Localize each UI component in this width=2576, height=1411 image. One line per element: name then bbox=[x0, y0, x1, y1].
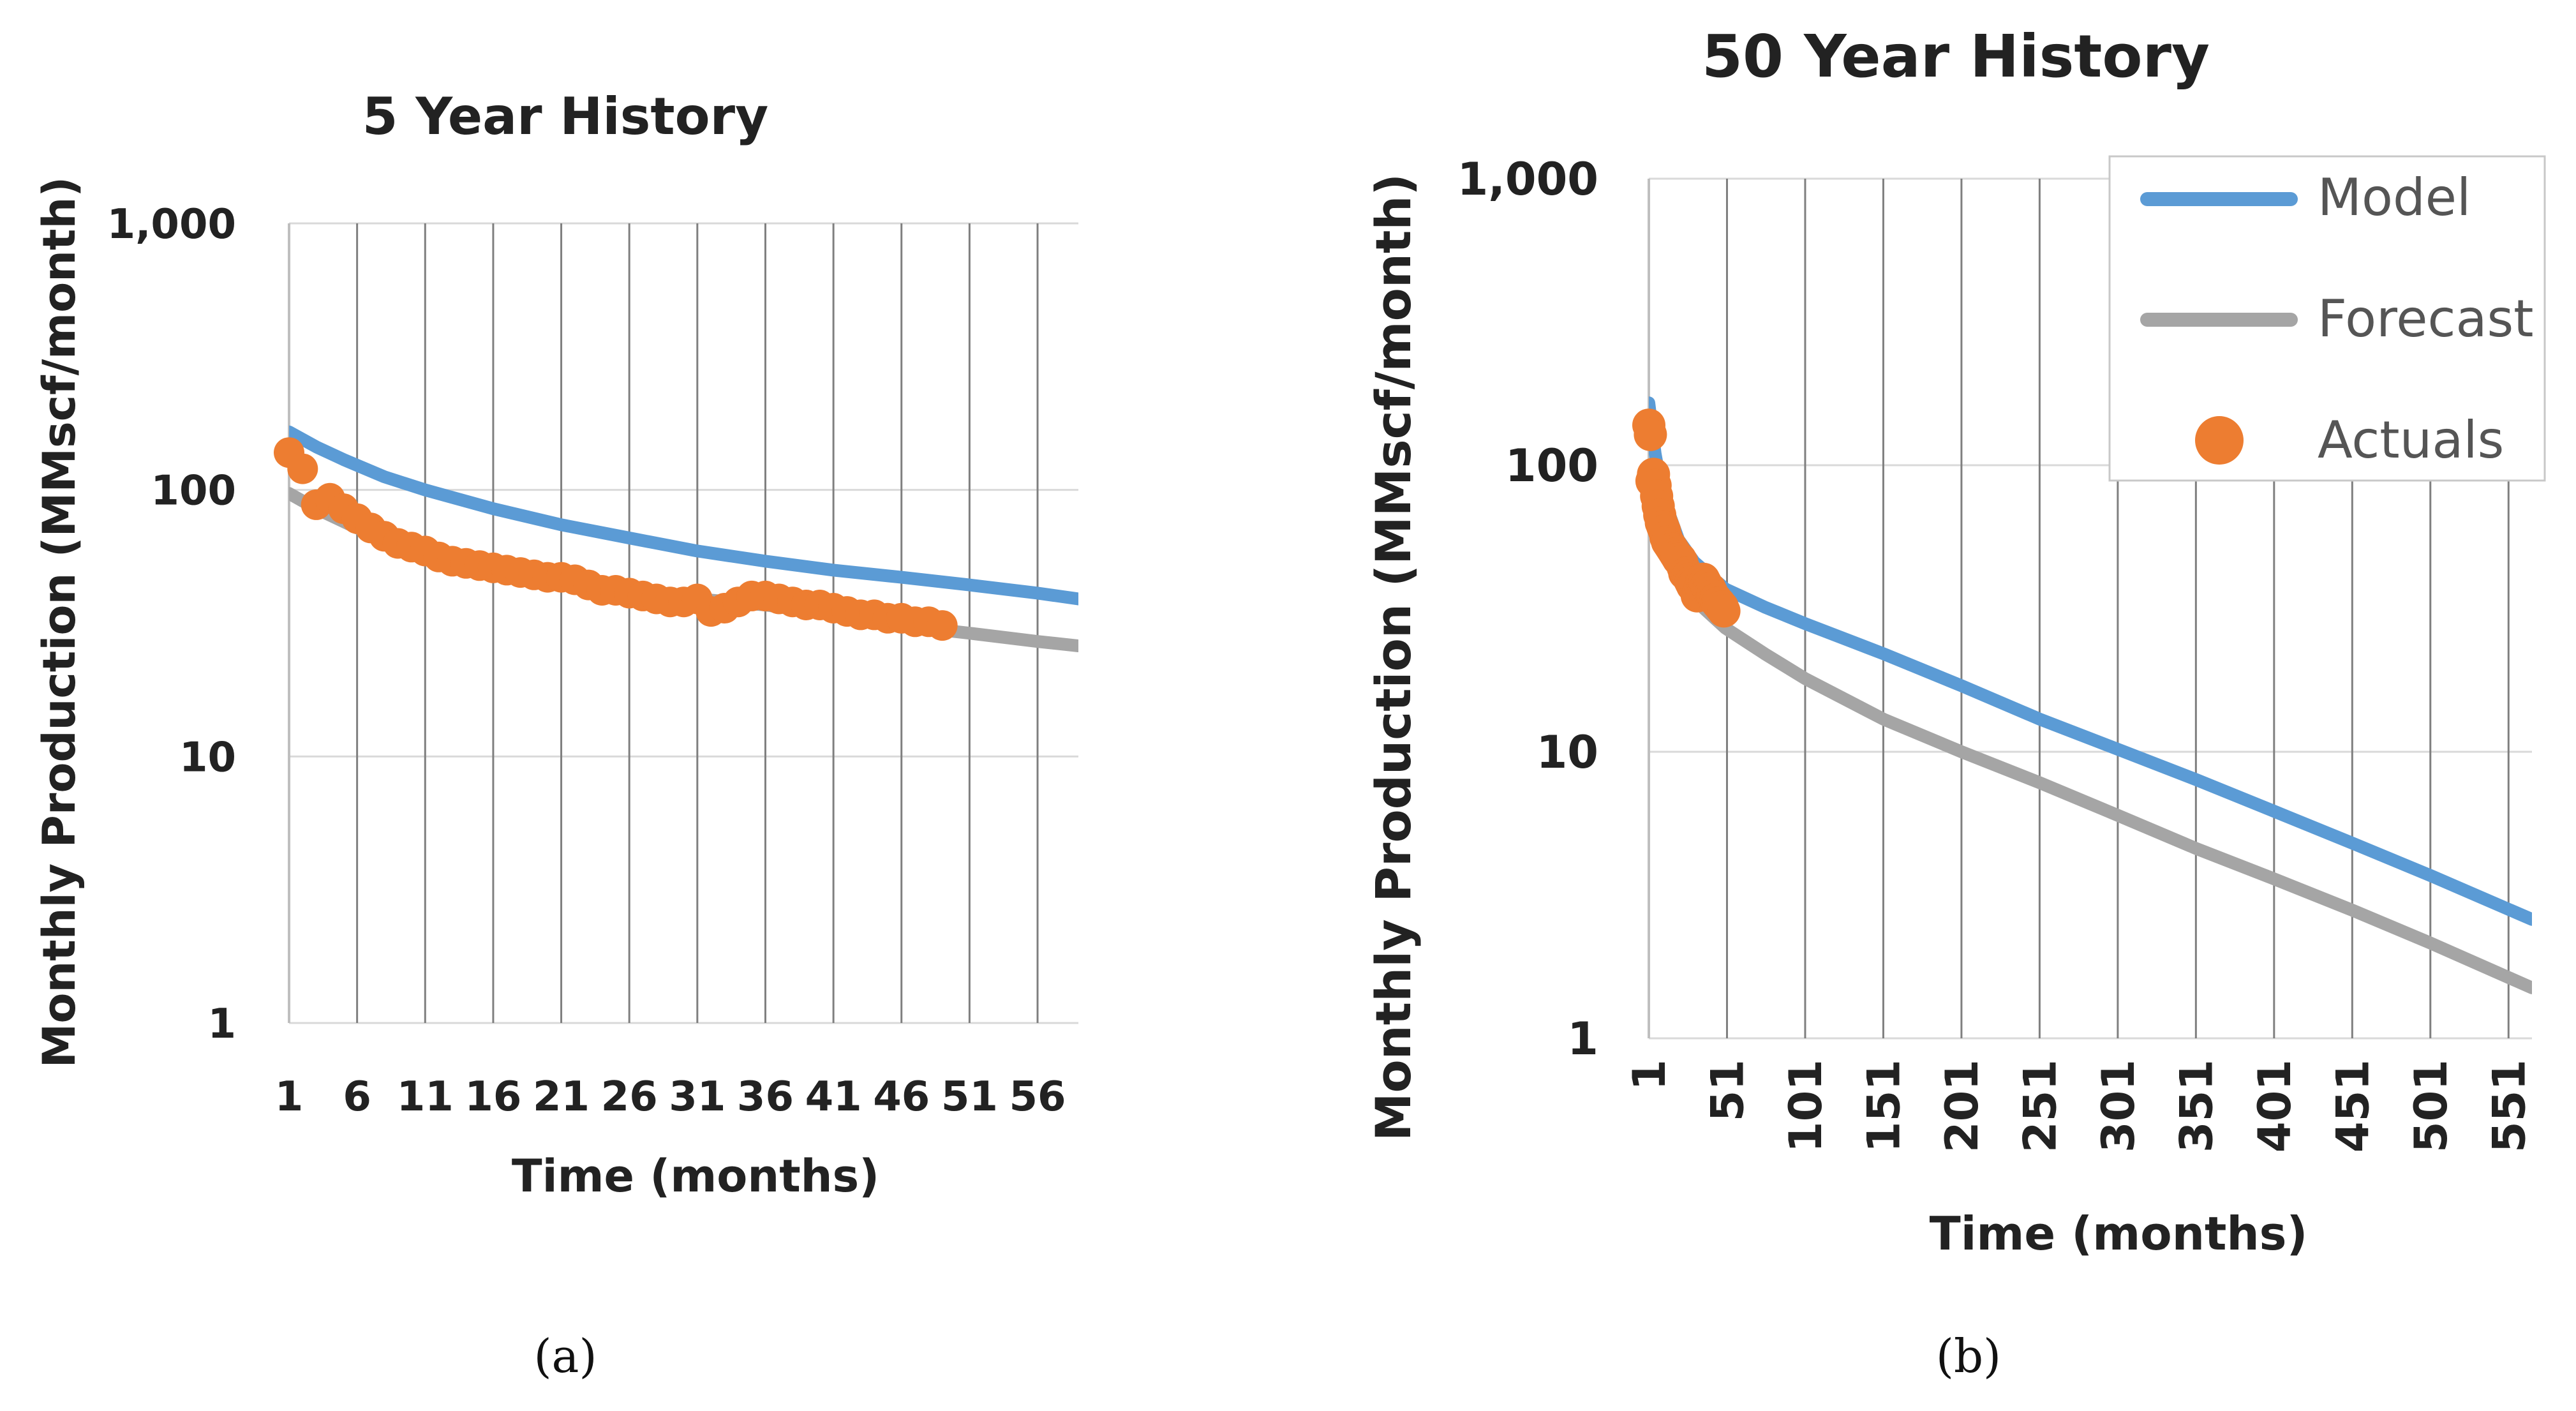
panel-b-x-tick-label: 451 bbox=[2327, 1059, 2379, 1153]
panel-a-x-tick-label: 31 bbox=[669, 1073, 726, 1121]
panel-a-x-tick-label: 46 bbox=[873, 1073, 930, 1121]
panel-b-x-tick-label: 551 bbox=[2483, 1059, 2535, 1153]
panel-a-series bbox=[274, 425, 1078, 652]
panel-a-y-ticks: 1 10 100 1,000 bbox=[107, 201, 236, 1048]
panel-a-caption: (a) bbox=[533, 1329, 597, 1383]
panel-a-y-tick-label: 1,000 bbox=[107, 201, 236, 248]
panel-a-y-tick-label: 100 bbox=[151, 468, 236, 515]
panel-b-actuals-point bbox=[1634, 417, 1667, 451]
panel-b-y-axis-label: Monthly Production (MMscf/month) bbox=[1365, 174, 1422, 1141]
panel-b-series bbox=[1632, 396, 2532, 994]
panel-a-x-tick-label: 51 bbox=[941, 1073, 998, 1121]
panel-b-y-tick-label: 10 bbox=[1537, 726, 1598, 779]
panel-a-x-tick-label: 36 bbox=[737, 1073, 794, 1121]
panel-a-y-tick-label: 1 bbox=[207, 1001, 236, 1048]
panel-a-actuals-point bbox=[927, 610, 958, 641]
legend-model-label: Model bbox=[2318, 168, 2471, 227]
panel-b-actuals-point bbox=[1707, 594, 1741, 628]
panel-a-x-ticks: 1 6 11 16 21 26 31 36 41 46 51 56 bbox=[275, 1073, 1066, 1121]
panel-b-x-tick-label: 201 bbox=[1936, 1059, 1988, 1153]
panel-a-x-tick-label: 41 bbox=[805, 1073, 862, 1121]
panel-b-x-tick-label: 101 bbox=[1780, 1059, 1832, 1153]
panel-b-y-tick-label: 1,000 bbox=[1457, 153, 1598, 205]
panel-b-caption: (b) bbox=[1936, 1329, 2001, 1383]
panel-a-x-tick-label: 56 bbox=[1009, 1073, 1066, 1121]
panel-b-y-tick-label: 1 bbox=[1567, 1013, 1598, 1065]
panel-b-title: 50 Year History bbox=[1702, 22, 2210, 91]
panel-b-x-tick-label: 501 bbox=[2405, 1059, 2457, 1153]
legend-forecast-label: Forecast bbox=[2318, 289, 2534, 348]
panel-a-y-tick-label: 10 bbox=[179, 734, 236, 781]
panel-b-x-tick-label: 351 bbox=[2171, 1059, 2223, 1153]
panel-a-x-tick-label: 16 bbox=[465, 1073, 521, 1121]
legend-actuals-label: Actuals bbox=[2318, 410, 2504, 470]
panel-a-y-axis-label: Monthly Production (MMscf/month) bbox=[33, 177, 86, 1068]
panel-b-x-tick-label: 401 bbox=[2249, 1059, 2301, 1153]
panel-b-y-tick-label: 100 bbox=[1505, 440, 1598, 492]
panel-a-x-tick-label: 21 bbox=[533, 1073, 590, 1121]
panel-b-x-tick-label: 301 bbox=[2092, 1059, 2145, 1153]
panel-b-x-tick-label: 1 bbox=[1623, 1059, 1676, 1091]
panel-b-x-tick-label: 51 bbox=[1702, 1059, 1754, 1121]
panel-b-legend: Model Forecast Actuals bbox=[2108, 155, 2546, 482]
panel-b-x-ticks: 1 51 101 151 201 251 301 351 401 451 501 551 bbox=[1623, 1059, 2535, 1153]
panel-a-x-tick-label: 11 bbox=[397, 1073, 454, 1121]
panel-a-model-line bbox=[289, 425, 1078, 606]
panel-b-x-tick-label: 151 bbox=[1858, 1059, 1910, 1153]
panel-a-title: 5 Year History bbox=[362, 87, 768, 146]
panel-a-x-tick-label: 6 bbox=[343, 1073, 371, 1121]
panel-a-actuals-point bbox=[287, 453, 318, 484]
legend-actuals-swatch bbox=[2195, 416, 2244, 465]
panel-a-x-tick-label: 26 bbox=[601, 1073, 658, 1121]
panel-b-y-ticks: 1 10 100 1,000 bbox=[1457, 153, 1598, 1065]
panel-a-x-axis-label: Time (months) bbox=[512, 1150, 879, 1202]
panel-b-x-axis-label: Time (months) bbox=[1930, 1207, 2308, 1260]
panel-a-x-tick-label: 1 bbox=[275, 1073, 304, 1121]
panel-b-x-tick-label: 251 bbox=[2014, 1059, 2067, 1153]
